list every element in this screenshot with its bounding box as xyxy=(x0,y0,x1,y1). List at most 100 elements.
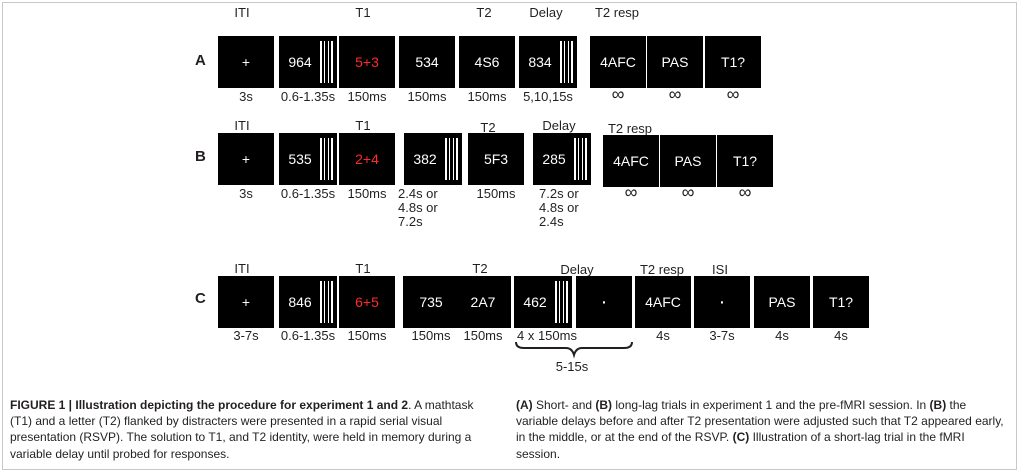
panel-ref: (B) xyxy=(929,398,947,412)
response-text: T1? xyxy=(732,153,758,169)
stimulus-box-masked: 846 xyxy=(279,276,337,328)
response-text: 4AFC xyxy=(613,153,649,169)
response-box: 4AFC xyxy=(635,276,691,328)
mask-bars xyxy=(320,281,333,323)
mask-bars xyxy=(320,138,333,180)
stimulus-text: 964 xyxy=(288,54,312,70)
header-t1: T1 xyxy=(355,118,371,133)
duration-label: 4s xyxy=(656,328,670,343)
response-box: 4AFC xyxy=(590,36,646,88)
duration-label: 4s xyxy=(775,328,789,343)
stimulus-box-t2: 4S6 xyxy=(459,36,515,88)
stimulus-box: + xyxy=(218,133,274,185)
duration-label: 150ms xyxy=(347,328,387,343)
stimulus-box-masked: 964 xyxy=(279,36,337,88)
stimulus-box-masked: 382 xyxy=(404,133,462,185)
duration-label-multi: 2.4s or 4.8s or 7.2s xyxy=(398,186,438,229)
header-t2-resp: T2 resp xyxy=(594,5,640,20)
row-label-a: A xyxy=(195,52,206,69)
figure-caption-right: (A) Short- and (B) long-lag trials in ex… xyxy=(516,397,1011,462)
duration-label: 150ms xyxy=(347,89,387,104)
stimulus-text: 834 xyxy=(528,54,552,70)
stimulus-box: + xyxy=(218,36,274,88)
duration-label: 0.6-1.35s xyxy=(280,328,336,343)
fixation-dot-box: · xyxy=(694,276,750,328)
stimulus-box-masked: 462 xyxy=(514,276,572,328)
response-text: 4AFC xyxy=(645,294,681,310)
figure-caption-title: FIGURE 1 | Illustration depicting the pr… xyxy=(10,398,409,412)
stimulus-text-t2: 2A7 xyxy=(470,294,496,310)
mask-bars xyxy=(445,138,458,180)
response-box: T1? xyxy=(705,36,761,88)
infinity-symbol: ∞ xyxy=(668,84,682,104)
stimulus-box: 735 xyxy=(403,276,459,328)
stimulus-text: 534 xyxy=(415,54,439,70)
panel-ref: (C) xyxy=(732,430,750,445)
response-text: PAS xyxy=(768,294,796,310)
stimulus-box-t2: 5F3 xyxy=(468,133,524,185)
header-t2-resp: T2 resp xyxy=(639,262,685,277)
duration-label: 4 x 150ms xyxy=(517,328,577,343)
duration-label: 150ms xyxy=(467,89,507,104)
duration-label: 3s xyxy=(239,89,253,104)
panel-ref: (A) xyxy=(516,398,533,412)
mask-bars xyxy=(555,281,568,323)
header-iti: ITI xyxy=(234,5,250,20)
stimulus-box-t1: 2+4 xyxy=(339,133,395,185)
stimulus-box-t1: 6+5 xyxy=(339,276,395,328)
stimulus-text: 735 xyxy=(419,294,443,310)
stimulus-box: + xyxy=(218,276,274,328)
response-box: PAS xyxy=(754,276,810,328)
stimulus-text: 535 xyxy=(288,151,312,167)
stimulus-text: + xyxy=(241,151,251,167)
caption-text: Short- and xyxy=(532,398,596,412)
stimulus-box-masked: 285 xyxy=(533,133,591,185)
stimulus-text: 846 xyxy=(288,294,312,310)
caption-text: the variable delays before and after T2 … xyxy=(516,398,1004,445)
response-text: T1? xyxy=(720,54,746,70)
duration-label: 4s xyxy=(834,328,848,343)
response-box: T1? xyxy=(717,135,773,187)
figure-caption-left: FIGURE 1 | Illustration depicting the pr… xyxy=(10,397,498,462)
duration-label-multi: 7.2s or 4.8s or 2.4s xyxy=(539,186,579,229)
stimulus-text-t2: 5F3 xyxy=(483,151,509,167)
duration-label: 3-7s xyxy=(233,328,259,343)
header-isi: ISI xyxy=(712,262,728,277)
fixation-dot: · xyxy=(718,290,726,313)
duration-label: 150ms xyxy=(463,328,503,343)
duration-label: 0.6-1.35s xyxy=(280,89,336,104)
header-iti: ITI xyxy=(234,261,250,276)
stimulus-text: 285 xyxy=(542,151,566,167)
header-t2: T2 xyxy=(480,120,496,135)
header-delay: Delay xyxy=(542,118,576,133)
duration-label: 3-7s xyxy=(709,328,735,343)
header-delay: Delay xyxy=(529,5,563,20)
infinity-symbol: ∞ xyxy=(681,182,695,202)
header-delay: Delay xyxy=(560,262,594,277)
infinity-symbol: ∞ xyxy=(611,84,625,104)
infinity-symbol: ∞ xyxy=(738,182,752,202)
row-label-b: B xyxy=(195,148,206,165)
header-t2: T2 xyxy=(476,5,492,20)
stimulus-text-t1: 2+4 xyxy=(355,151,379,167)
response-text: PAS xyxy=(661,54,689,70)
stimulus-text-t2: 4S6 xyxy=(474,54,500,70)
response-text: T1? xyxy=(828,294,854,310)
duration-label: 0.6-1.35s xyxy=(280,186,336,201)
stimulus-text-t1: 6+5 xyxy=(355,294,379,310)
stimulus-box-t2: 2A7 xyxy=(455,276,511,328)
fixation-dot: · xyxy=(600,290,608,313)
brace-label: 5-15s xyxy=(555,359,589,374)
duration-label: 150ms xyxy=(347,186,387,201)
infinity-symbol: ∞ xyxy=(726,84,740,104)
figure-caption-text: . A mathtask (T1) and a letter (T2) flan… xyxy=(10,398,474,461)
response-box: 4AFC xyxy=(603,135,659,187)
header-t1: T1 xyxy=(355,261,371,276)
stimulus-box-t1: 5+3 xyxy=(339,36,395,88)
row-label-c: C xyxy=(195,290,206,307)
caption-text: Illustration of a short-lag trial in the… xyxy=(516,430,965,461)
header-t2: T2 xyxy=(472,261,488,276)
infinity-symbol: ∞ xyxy=(624,182,638,202)
response-box: PAS xyxy=(660,135,716,187)
